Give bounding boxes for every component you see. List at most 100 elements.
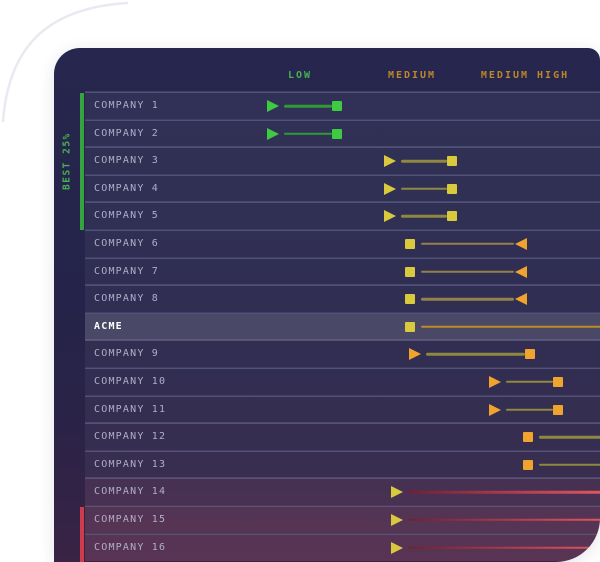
- range-end-marker-triangle-left: [515, 293, 527, 306]
- row-company-13[interactable]: COMPANY 13: [85, 451, 600, 478]
- row-company-3[interactable]: COMPANY 3: [85, 148, 600, 175]
- row-company-6[interactable]: COMPANY 6: [85, 230, 600, 257]
- company-label: COMPANY 2: [94, 127, 159, 139]
- range-line: [401, 187, 447, 191]
- company-label: COMPANY 5: [94, 210, 159, 222]
- row-acme[interactable]: ACME: [85, 313, 600, 340]
- row-company-2[interactable]: COMPANY 2: [85, 120, 600, 147]
- range-start-marker-square: [405, 321, 415, 332]
- range-track: [85, 424, 600, 450]
- row-company-9[interactable]: COMPANY 9: [85, 341, 600, 368]
- scale-label-medium: MEDIUM: [387, 70, 437, 81]
- row-company-7[interactable]: COMPANY 7: [85, 258, 600, 285]
- row-company-5[interactable]: COMPANY 5: [85, 203, 600, 230]
- range-track: [85, 286, 600, 312]
- range-track: [85, 314, 600, 340]
- range-end-marker-square: [332, 101, 342, 111]
- company-label: COMPANY 4: [94, 182, 159, 194]
- range-end-marker-square: [447, 211, 457, 222]
- best-25-bar: [80, 93, 84, 230]
- row-company-10[interactable]: COMPANY 10: [85, 368, 600, 395]
- company-label: COMPANY 14: [94, 486, 167, 498]
- range-start-marker-square: [405, 294, 415, 305]
- scale-label-medium-high: MEDIUM HIGH: [480, 70, 570, 81]
- row-company-8[interactable]: COMPANY 8: [85, 286, 600, 313]
- range-track: [85, 369, 600, 395]
- range-line: [408, 518, 600, 522]
- range-track: [85, 259, 600, 285]
- range-end-marker-triangle-left: [515, 265, 527, 278]
- range-line: [401, 159, 447, 163]
- range-start-marker-square: [523, 432, 533, 443]
- rows: COMPANY 1 COMPANY 2 COMPANY 3 COMPANY 4 …: [85, 93, 600, 561]
- company-label: COMPANY 8: [94, 293, 159, 305]
- company-label: COMPANY 9: [94, 348, 159, 360]
- company-label: COMPANY 10: [94, 375, 167, 387]
- range-track: [85, 231, 600, 257]
- flagged-red-bar: [80, 507, 84, 562]
- row-company-16[interactable]: COMPANY 16: [85, 534, 600, 561]
- range-end-marker-square: [525, 349, 535, 360]
- range-end-marker-square: [553, 376, 563, 387]
- range-start-marker-triangle-right: [489, 375, 501, 388]
- range-start-marker-triangle-right: [391, 541, 403, 554]
- range-start-marker-triangle-right: [267, 127, 279, 140]
- row-company-1[interactable]: COMPANY 1: [85, 93, 600, 119]
- range-line: [506, 408, 553, 411]
- range-start-marker-triangle-right: [489, 403, 501, 416]
- range-track: [85, 397, 600, 423]
- range-start-marker-triangle-right: [384, 182, 396, 195]
- company-label: COMPANY 15: [94, 513, 167, 525]
- range-line: [421, 297, 514, 301]
- chart-panel: LOW MEDIUM MEDIUM HIGH BEST 25% COMPANY …: [54, 48, 600, 562]
- range-start-marker-triangle-right: [409, 348, 421, 361]
- range-end-marker-square: [553, 404, 563, 415]
- range-line: [408, 491, 600, 494]
- company-label: COMPANY 6: [94, 237, 159, 249]
- range-track: [85, 176, 600, 202]
- company-label: COMPANY 1: [94, 100, 159, 111]
- best-25-label: BEST 25%: [61, 132, 73, 191]
- row-company-4[interactable]: COMPANY 4: [85, 175, 600, 202]
- range-line: [408, 546, 600, 549]
- scale-label-low: LOW: [287, 70, 313, 81]
- range-end-marker-square: [447, 156, 457, 167]
- range-track: [85, 452, 600, 478]
- range-start-marker-square: [405, 266, 415, 277]
- range-line: [539, 463, 600, 466]
- company-label: COMPANY 3: [94, 155, 159, 167]
- row-company-12[interactable]: COMPANY 12: [85, 424, 600, 451]
- range-line: [421, 270, 514, 273]
- company-label: COMPANY 16: [94, 541, 167, 553]
- range-line: [426, 353, 525, 356]
- range-end-marker-triangle-left: [515, 237, 527, 250]
- range-track: [85, 121, 600, 147]
- row-company-15[interactable]: COMPANY 15: [85, 506, 600, 533]
- range-track: [85, 507, 600, 533]
- range-end-marker-square: [332, 128, 342, 139]
- range-line: [421, 242, 514, 246]
- range-start-marker-triangle-right: [384, 210, 396, 223]
- range-line: [284, 132, 332, 135]
- range-line: [421, 325, 600, 328]
- range-start-marker-triangle-right: [391, 486, 403, 499]
- range-start-marker-square: [405, 238, 415, 249]
- range-start-marker-triangle-right: [391, 513, 403, 526]
- company-label: COMPANY 7: [94, 265, 159, 277]
- range-track: [85, 93, 600, 119]
- range-track: [85, 479, 600, 505]
- company-label: ACME: [94, 320, 123, 332]
- company-label: COMPANY 12: [94, 431, 167, 443]
- range-line: [401, 215, 447, 218]
- range-track: [85, 341, 600, 367]
- row-company-14[interactable]: COMPANY 14: [85, 479, 600, 506]
- company-label: COMPANY 11: [94, 403, 167, 415]
- row-company-11[interactable]: COMPANY 11: [85, 396, 600, 423]
- range-line: [539, 435, 600, 439]
- range-start-marker-triangle-right: [267, 100, 279, 112]
- range-start-marker-triangle-right: [384, 155, 396, 168]
- range-line: [506, 380, 553, 384]
- range-line: [284, 104, 332, 108]
- range-track: [85, 203, 600, 229]
- range-track: [85, 535, 600, 561]
